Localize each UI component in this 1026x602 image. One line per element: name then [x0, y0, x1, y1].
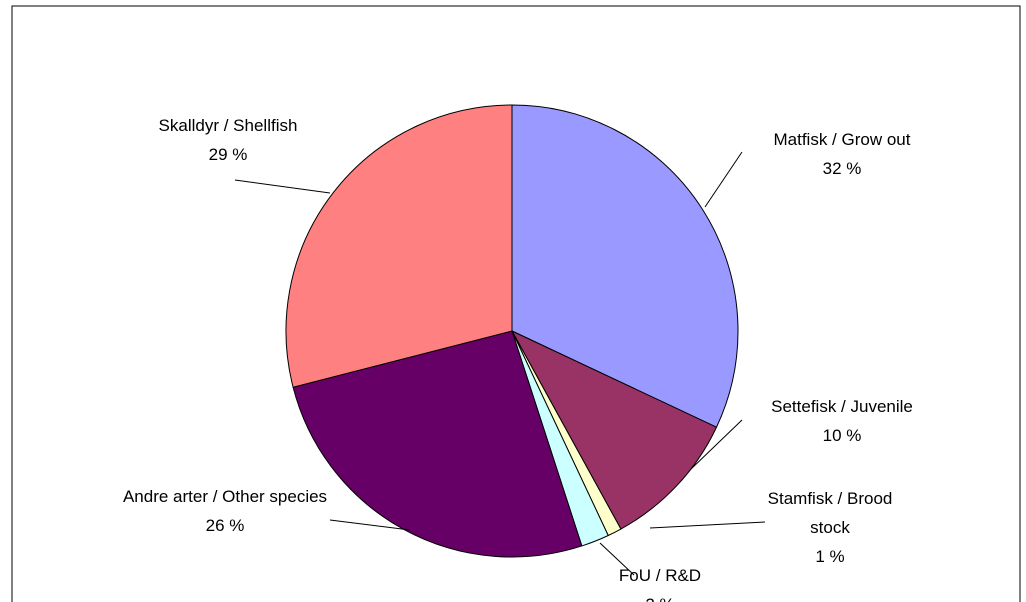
slice-label: Stamfisk / Brood stock 1 %	[750, 484, 910, 571]
category: FoU / R&D	[618, 566, 702, 585]
category: Matfisk / Grow out	[773, 130, 911, 149]
pie-slice	[510, 329, 718, 530]
leader-line	[329, 519, 411, 531]
leader-line	[689, 419, 743, 471]
value-label: 1 %	[815, 547, 845, 566]
slice-label: Andre arter / Other species 26 %	[120, 482, 330, 540]
value-label: 26 %	[205, 516, 245, 535]
category: Andre arter / Other species	[122, 487, 328, 506]
leader-line	[234, 179, 331, 194]
chart-frame	[11, 5, 1021, 602]
pie-slice	[285, 104, 513, 388]
slice-label: Skalldyr / Shellfish 29 %	[128, 111, 328, 169]
category: Skalldyr / Shellfish	[158, 116, 298, 135]
value-label: 29 %	[208, 145, 248, 164]
value-label: 32 %	[822, 159, 862, 178]
category: Settefisk / Juvenile	[771, 397, 913, 416]
slice-label: Settefisk / Juvenile 10 %	[742, 392, 942, 450]
slice-label: FoU / R&D 2 %	[610, 561, 710, 602]
slice-label: Matfisk / Grow out 32 %	[742, 125, 942, 183]
leader-line	[599, 542, 635, 576]
leader-line	[649, 521, 766, 529]
pie-slice	[511, 104, 739, 428]
value-label: 10 %	[822, 426, 862, 445]
category: Stamfisk / Brood stock	[767, 489, 893, 537]
leader-line	[704, 151, 743, 208]
value-label: 2 %	[610, 590, 710, 602]
